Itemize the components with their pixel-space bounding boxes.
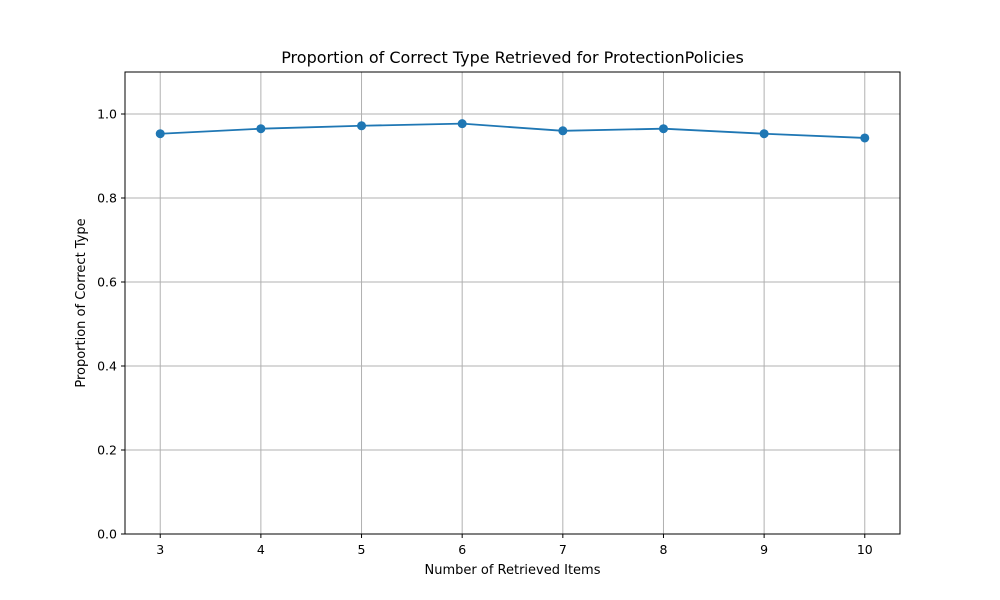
data-point — [860, 133, 870, 143]
x-axis-label: Number of Retrieved Items — [425, 563, 601, 578]
data-point — [457, 119, 467, 129]
x-tick-label: 10 — [857, 542, 873, 557]
x-tick-label: 6 — [458, 542, 466, 557]
data-point — [155, 129, 165, 139]
series-layer — [155, 119, 870, 143]
x-tick-label: 4 — [257, 542, 265, 557]
x-tick-label: 9 — [760, 542, 768, 557]
x-tick-label: 5 — [358, 542, 366, 557]
x-tick-label: 8 — [659, 542, 667, 557]
x-tick-label: 3 — [156, 542, 164, 557]
x-tick-label: 7 — [559, 542, 567, 557]
data-point — [256, 124, 266, 134]
y-tick-label: 0.8 — [97, 191, 117, 206]
y-axis-label: Proportion of Correct Type — [74, 218, 89, 387]
y-tick-label: 0.2 — [97, 443, 117, 458]
axis-ticks: 3 4 5 6 7 8 9 10 0.0 0.2 0.4 0.6 0.8 1.0 — [97, 107, 873, 558]
y-tick-label: 0.6 — [97, 275, 117, 290]
data-point — [658, 124, 668, 134]
series-line — [159, 122, 866, 139]
plot-area-frame — [124, 71, 901, 535]
y-tick-label: 0.4 — [97, 359, 117, 374]
y-tick-label: 1.0 — [97, 107, 117, 122]
grid-lines — [125, 72, 900, 535]
chart-title: Proportion of Correct Type Retrieved for… — [281, 48, 744, 67]
data-point — [357, 121, 367, 131]
y-tick-label: 0.0 — [97, 527, 117, 542]
data-point — [759, 129, 769, 139]
data-point — [558, 126, 568, 136]
